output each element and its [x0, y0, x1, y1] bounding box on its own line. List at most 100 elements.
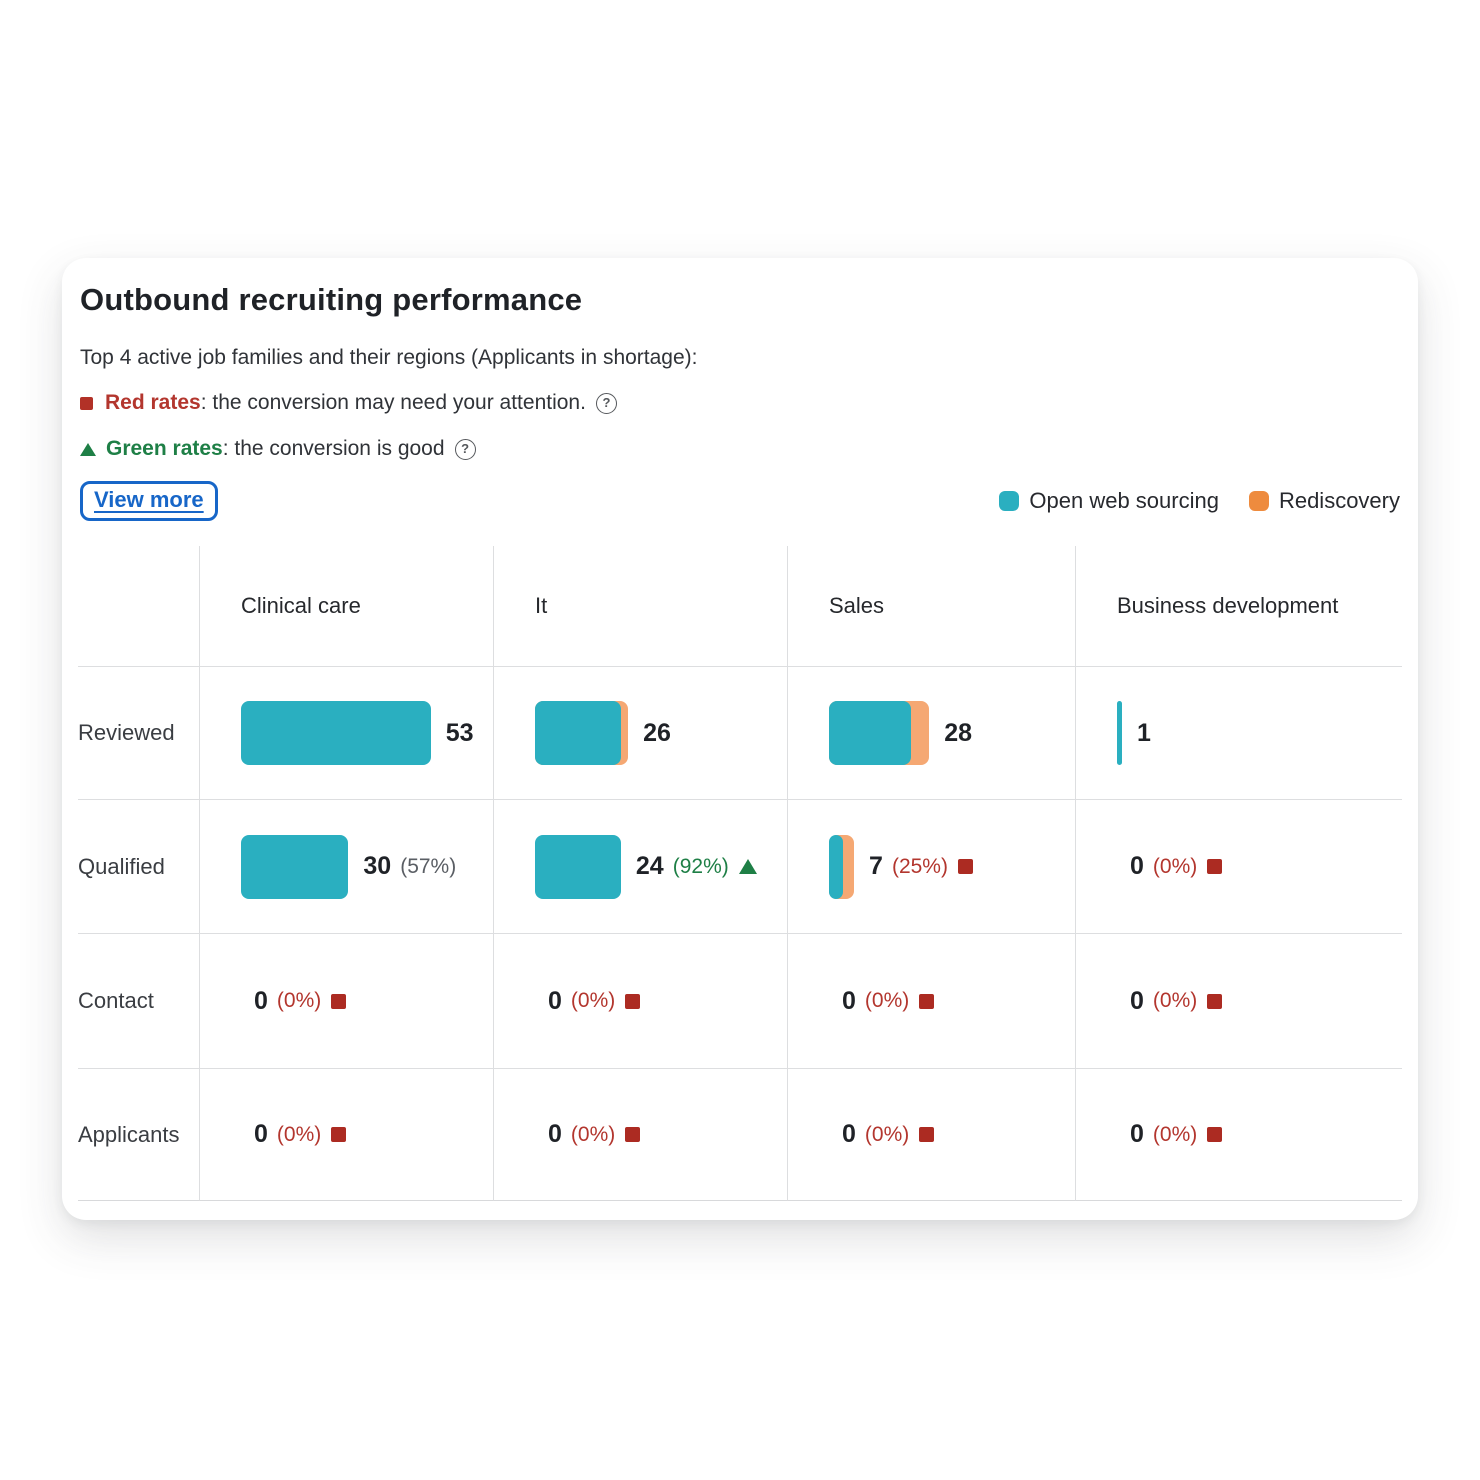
cell-value: 0	[254, 1120, 268, 1148]
open-web-sourcing-bar-segment	[535, 701, 621, 765]
table-cell: 0 (0%)	[1075, 933, 1402, 1068]
open-web-sourcing-swatch-icon	[999, 491, 1020, 511]
table-cell: 0 (0%)	[199, 1068, 493, 1201]
table-cell: 53	[199, 666, 493, 799]
red-square-icon	[331, 993, 347, 1009]
help-icon[interactable]: ?	[454, 438, 476, 460]
open-web-sourcing-bar-segment	[241, 834, 349, 899]
card-subtitle: Top 4 active job families and their regi…	[80, 346, 698, 369]
cell-value: 0	[1130, 1120, 1144, 1148]
cell-value: 0	[254, 986, 268, 1015]
outbound-recruiting-card: Outbound recruiting performance Top 4 ac…	[62, 258, 1418, 1220]
column-header-clinical-care: Clinical care	[199, 546, 493, 666]
cell-value: 0	[842, 1120, 856, 1148]
performance-table: Clinical care It Sales Business developm…	[78, 546, 1402, 1201]
cell-value: 7	[869, 852, 883, 880]
table-cell: 0 (0%)	[493, 933, 787, 1068]
red-rates-text: : the conversion may need your attention…	[200, 391, 586, 414]
cell-percentage: (92%)	[672, 854, 729, 878]
green-rates-label: Green rates	[106, 437, 223, 460]
red-square-icon	[919, 993, 935, 1009]
column-header-business-development: Business development	[1075, 546, 1402, 666]
cell-percentage: (0%)	[864, 989, 910, 1012]
table-cell: 0 (0%)	[199, 933, 493, 1068]
cell-percentage: (0%)	[570, 989, 616, 1012]
table-cell: 0 (0%)	[1075, 799, 1402, 933]
green-triangle-icon	[738, 859, 757, 874]
bar	[241, 701, 431, 765]
legend-item-open-web-sourcing[interactable]: Open web sourcing	[999, 488, 1219, 514]
green-rates-text: : the conversion is good	[222, 437, 445, 460]
open-web-sourcing-bar-segment	[535, 834, 621, 899]
table-cell: 1	[1075, 666, 1402, 799]
cell-value: 53	[445, 718, 474, 747]
help-icon[interactable]: ?	[595, 392, 617, 414]
cell-value: 0	[842, 986, 856, 1015]
bar	[1117, 701, 1122, 765]
table-cell: 0 (0%)	[787, 1068, 1075, 1201]
green-triangle-icon	[80, 442, 96, 456]
open-web-sourcing-bar-segment	[241, 701, 431, 765]
cell-value: 0	[1130, 852, 1144, 880]
actions-row: View more Open web sourcing Rediscovery	[80, 478, 1400, 524]
cell-value: 0	[548, 1120, 562, 1148]
red-square-icon	[625, 1127, 641, 1142]
cell-percentage: (0%)	[864, 1122, 910, 1146]
view-more-link[interactable]: View more	[94, 487, 204, 512]
table-cell: 28	[787, 666, 1075, 799]
cell-percentage: (0%)	[276, 1122, 322, 1146]
red-square-icon	[80, 396, 93, 410]
table-cell: 24 (92%)	[493, 799, 787, 933]
bar	[535, 834, 621, 899]
card-title: Outbound recruiting performance	[80, 282, 583, 317]
row-label-reviewed: Reviewed	[78, 666, 199, 799]
row-label-qualified: Qualified	[78, 799, 199, 933]
cell-percentage: (0%)	[1152, 1122, 1198, 1146]
red-square-icon	[1207, 859, 1223, 874]
view-more-button[interactable]: View more	[80, 481, 218, 521]
row-label-contact: Contact	[78, 933, 199, 1068]
green-rates-note: Green rates : the conversion is good ?	[80, 436, 1400, 462]
legend-label: Rediscovery	[1278, 488, 1400, 513]
open-web-sourcing-bar-segment	[1117, 701, 1122, 765]
legend-item-rediscovery[interactable]: Rediscovery	[1248, 488, 1400, 514]
bar	[829, 701, 930, 765]
table-corner-cell	[78, 546, 199, 666]
cell-percentage: (25%)	[891, 854, 948, 878]
table-cell: 26	[493, 666, 787, 799]
red-square-icon	[331, 1127, 347, 1142]
column-header-it: It	[493, 546, 787, 666]
cell-percentage: (57%)	[400, 854, 457, 878]
red-square-icon	[1207, 993, 1223, 1009]
red-square-icon	[957, 859, 973, 874]
table-cell: 0 (0%)	[493, 1068, 787, 1201]
bar	[241, 834, 349, 899]
red-rates-label: Red rates	[105, 391, 201, 414]
cell-value: 28	[944, 718, 973, 747]
legend-label: Open web sourcing	[1029, 488, 1219, 513]
cell-value: 0	[548, 986, 562, 1015]
rediscovery-swatch-icon	[1248, 491, 1269, 511]
cell-value: 30	[363, 852, 392, 880]
bar	[535, 701, 629, 765]
cell-value: 1	[1137, 718, 1151, 747]
table-cell: 7 (25%)	[787, 799, 1075, 933]
open-web-sourcing-bar-segment	[829, 701, 912, 765]
table-cell: 0 (0%)	[787, 933, 1075, 1068]
table-cell: 0 (0%)	[1075, 1068, 1402, 1201]
red-square-icon	[919, 1127, 935, 1142]
cell-percentage: (0%)	[570, 1122, 616, 1146]
cell-percentage: (0%)	[276, 989, 322, 1012]
cell-value: 24	[635, 852, 664, 880]
cell-value: 26	[643, 718, 671, 747]
red-square-icon	[625, 993, 641, 1009]
column-header-sales: Sales	[787, 546, 1075, 666]
series-legend: Open web sourcing Rediscovery	[999, 488, 1400, 514]
cell-value: 0	[1130, 986, 1144, 1015]
cell-percentage: (0%)	[1152, 989, 1198, 1012]
red-rates-note: Red rates : the conversion may need your…	[80, 390, 1400, 416]
cell-percentage: (0%)	[1152, 854, 1198, 878]
table-cell: 30 (57%)	[199, 799, 493, 933]
open-web-sourcing-bar-segment	[829, 834, 844, 899]
